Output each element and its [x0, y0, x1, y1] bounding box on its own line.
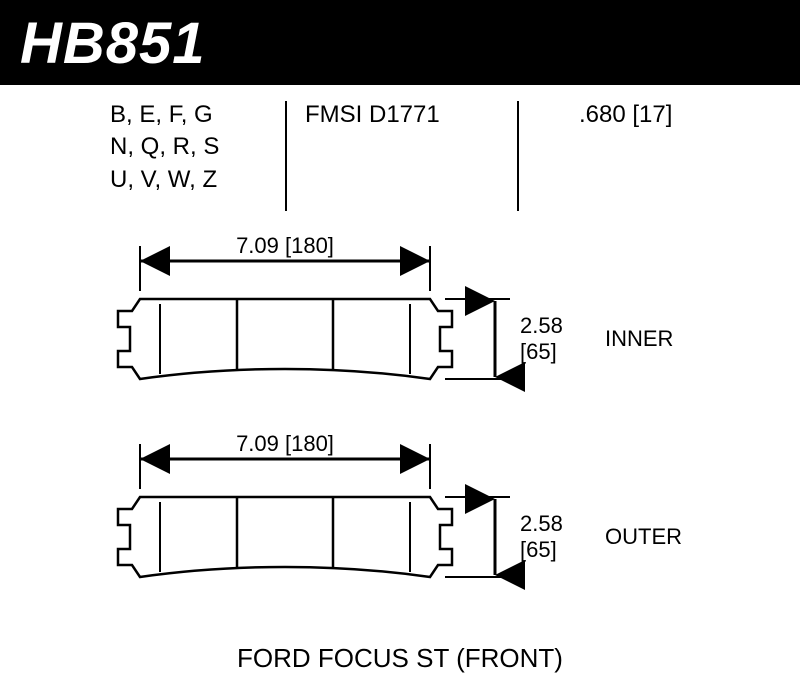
- inner-height-top: 2.58: [520, 313, 563, 338]
- inner-side-label: INNER: [605, 326, 673, 351]
- inner-pad-group: 7.09 [180] 2.58 [65] INNER: [118, 233, 673, 379]
- outer-width-label: 7.09 [180]: [236, 431, 334, 456]
- compound-line: B, E, F, G: [110, 99, 285, 131]
- diagram-area: 7.09 [180] 2.58 [65] INNER 7.09 [180] 2: [0, 221, 800, 651]
- compound-codes: B, E, F, G N, Q, R, S U, V, W, Z: [110, 99, 285, 211]
- info-row: B, E, F, G N, Q, R, S U, V, W, Z FMSI D1…: [0, 85, 800, 211]
- thickness-value: .680 [17]: [519, 99, 770, 211]
- fmsi-code: FMSI D1771: [287, 99, 517, 211]
- application-label: FORD FOCUS ST (FRONT): [0, 643, 800, 674]
- outer-side-label: OUTER: [605, 524, 682, 549]
- outer-height-bottom: [65]: [520, 537, 557, 562]
- inner-height-bottom: [65]: [520, 339, 557, 364]
- header-bar: HB851: [0, 0, 800, 85]
- outer-pad-outline: [118, 497, 452, 577]
- compound-line: U, V, W, Z: [110, 164, 285, 196]
- part-number: HB851: [20, 11, 206, 76]
- inner-width-label: 7.09 [180]: [236, 233, 334, 258]
- compound-line: N, Q, R, S: [110, 131, 285, 163]
- outer-pad-group: 7.09 [180] 2.58 [65] OUTER: [118, 431, 682, 577]
- outer-height-top: 2.58: [520, 511, 563, 536]
- inner-pad-outline: [118, 299, 452, 379]
- diagram-svg: 7.09 [180] 2.58 [65] INNER 7.09 [180] 2: [0, 221, 800, 651]
